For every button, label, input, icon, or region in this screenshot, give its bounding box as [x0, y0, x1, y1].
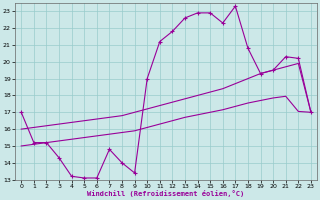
- X-axis label: Windchill (Refroidissement éolien,°C): Windchill (Refroidissement éolien,°C): [87, 190, 245, 197]
